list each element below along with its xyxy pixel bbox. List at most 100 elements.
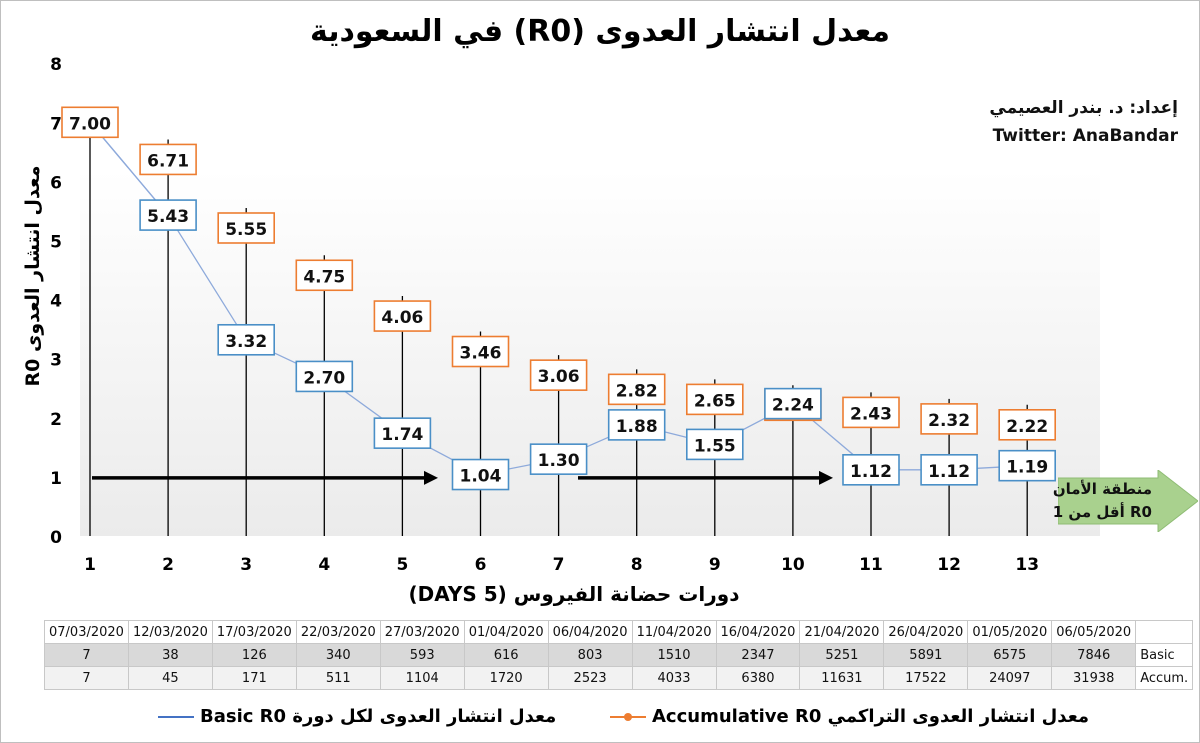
basic-point-box [529,443,588,475]
table-row-basic: 7 38 126 340 593 616 803 1510 2347 5251 5891 6575 78… [44,643,1194,667]
table-cell: 1720 [463,666,549,690]
accum-point-box [295,259,354,292]
legend-basic-swatch [158,715,194,718]
x-tick-label: 2 [162,555,174,575]
legend-item-basic: معدل انتشار العدوى لكل دورة Basic R0 [158,706,556,727]
y-tick-label: 3 [50,351,62,371]
y-tick-label: 2 [50,410,62,430]
basic-point-box [685,428,744,461]
y-tick-label: 1 [50,469,62,489]
basic-point-box [920,454,978,486]
y-tick-label: 4 [50,292,62,312]
basic-point-box [998,449,1057,482]
table-row-label: Basic [1135,643,1194,667]
table-cell: 6575 [967,643,1053,667]
table-cell: 26/04/2020 [883,620,969,644]
table-cell: 11631 [799,666,885,690]
x-tick-label: 10 [781,555,805,575]
basic-point-label: 3.32 [225,332,267,352]
x-tick-label: 8 [631,555,643,575]
safe-zone-callout: منطقة الأمان R0 أقل من 1 [1053,470,1198,532]
table-cell: 27/03/2020 [379,620,465,644]
table-cell: 2347 [715,643,801,667]
safe-zone-line2: R0 أقل من 1 [1052,503,1152,521]
table-cell: 4033 [631,666,717,690]
accum-point-label: 5.55 [225,220,267,240]
table-cell: 06/05/2020 [1051,620,1137,644]
accum-point-box [217,212,275,244]
safe-zone-arrow-shape [1058,470,1198,532]
accum-point-box [529,359,588,391]
basic-point-box [373,417,432,449]
table-cell: 21/04/2020 [799,620,885,644]
table-row-accum: 7 45 171 511 1104 1720 2523 4033 6380 11631 17522 2… [44,666,1194,690]
table-cell: 803 [547,643,633,667]
basic-point-box [607,409,666,441]
basic-point-label: 1.55 [694,436,736,456]
accum-point-label: 6.71 [147,151,189,171]
x-tick-label: 1 [84,555,96,575]
basic-point-box [139,199,197,231]
table-cell: 12/03/2020 [127,620,213,644]
threshold-arrow-head [424,470,438,485]
accum-point-label: 2.22 [1006,417,1048,437]
table-cell: 01/05/2020 [967,620,1053,644]
x-tick-label: 7 [553,555,565,575]
x-tick-label: 3 [240,555,252,575]
table-cell: 340 [295,643,381,667]
basic-point-label: 1.19 [1006,458,1048,478]
accum-point-label: 4.75 [303,267,345,287]
basic-point-label: 1.74 [381,425,423,445]
basic-point-box [764,387,822,420]
accum-point-label: 3.46 [460,344,502,364]
table-cell: 07/03/2020 [44,620,129,644]
chart-legend: معدل انتشار العدوى لكل دورة Basic R0 معد… [0,706,1200,730]
chart-title: معدل انتشار العدوى (R0) في السعودية [310,14,890,49]
table-cell: 593 [379,643,465,667]
accum-point-box [842,396,900,429]
legend-accum-swatch [610,712,646,721]
basic-point-box [842,454,900,486]
author-twitter: Twitter: AnaBandar [992,126,1178,146]
basic-point-box [295,360,354,393]
table-cell: 06/04/2020 [547,620,633,644]
accum-point-label: 7.00 [69,114,111,134]
table-row-label [1135,620,1194,644]
accum-point-box [139,143,197,176]
safe-zone-line1: منطقة الأمان [1052,480,1152,498]
accum-point-label: 3.06 [538,367,580,387]
table-cell: 17/03/2020 [211,620,297,644]
accum-point-label: 2.43 [850,404,892,424]
data-table: 07/03/2020 12/03/2020 17/03/2020 22/03/2020… [44,620,1194,690]
y-tick-label: 6 [50,173,62,193]
basic-point-label: 5.43 [147,207,189,227]
table-cell: 22/03/2020 [295,620,381,644]
table-cell: 5251 [799,643,885,667]
table-cell: 6380 [715,666,801,690]
x-tick-label: 5 [396,555,408,575]
table-cell: 7 [44,643,129,667]
table-cell: 126 [211,643,297,667]
table-cell: 511 [295,666,381,690]
y-tick-label: 5 [50,233,62,253]
table-cell: 1510 [631,643,717,667]
basic-point-label: 1.88 [616,417,658,437]
basic-point-label: 1.12 [850,462,892,482]
y-tick-label: 8 [50,55,62,75]
basic-point-box [217,323,275,356]
table-cell: 17522 [883,666,969,690]
x-tick-label: 12 [937,555,961,575]
basic-point-box [451,458,510,491]
table-cell: 5891 [883,643,969,667]
basic-point-label: 2.70 [303,368,345,388]
x-tick-label: 13 [1015,555,1039,575]
accum-point-box [373,300,432,332]
table-cell: 171 [211,666,297,690]
basic-point-label: 2.24 [772,396,814,416]
table-cell: 45 [127,666,213,690]
accum-point-label: 2.82 [616,381,658,401]
basic-point-label: 1.12 [928,462,970,482]
accum-point-box [998,408,1057,441]
accum-point-box [920,403,978,435]
